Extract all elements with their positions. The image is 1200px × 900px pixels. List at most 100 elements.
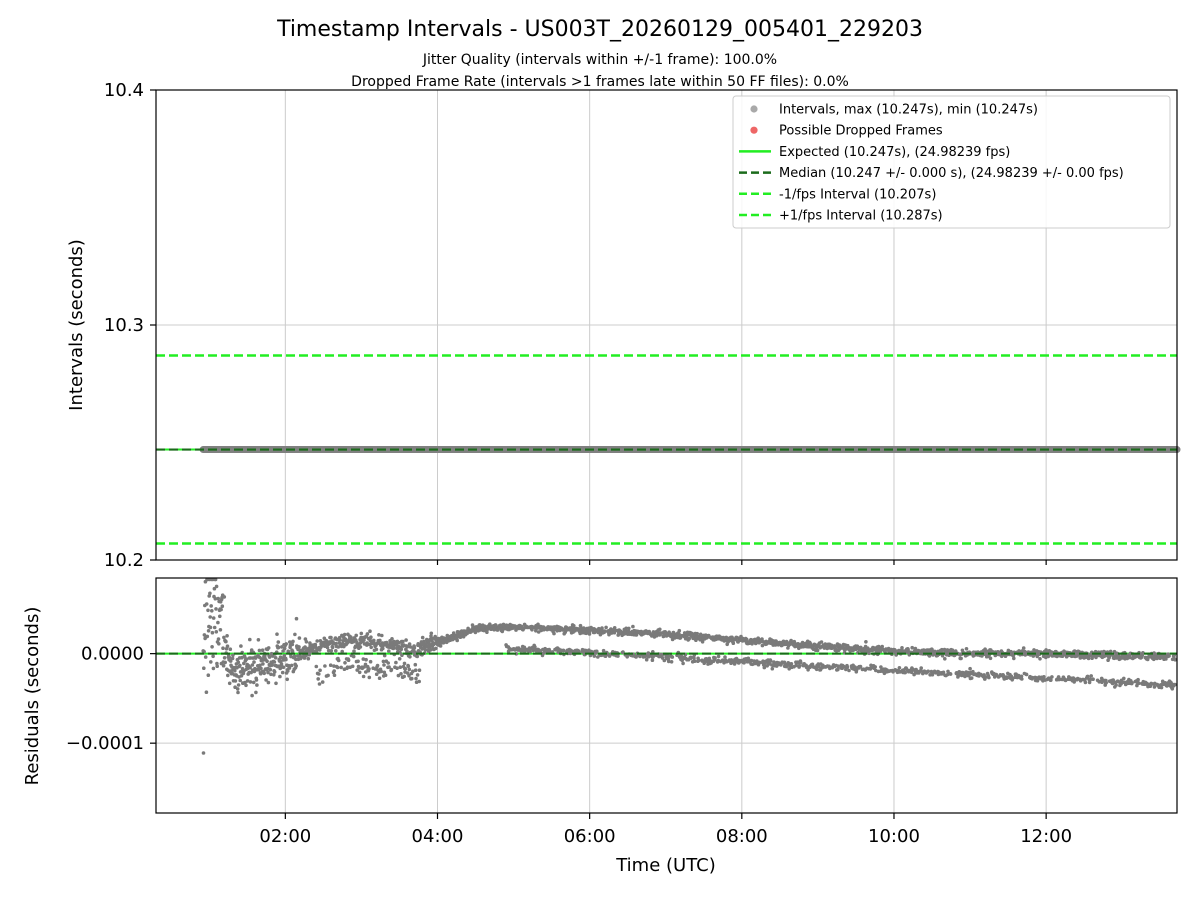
residual-point-1841 <box>789 662 794 666</box>
residual-point-2656 <box>1050 675 1054 679</box>
residual-point-1987 <box>836 664 840 668</box>
residual-point-121 <box>240 655 244 660</box>
residual-point-159 <box>252 660 256 664</box>
residual-point-329 <box>306 656 311 661</box>
residual-point-2941 <box>1141 651 1145 655</box>
residual-point-2907 <box>1130 681 1134 685</box>
residual-point-2826 <box>1104 680 1108 685</box>
residual-point-519 <box>367 667 371 671</box>
residual-point-1866 <box>797 663 802 668</box>
residual-point-364 <box>317 682 322 686</box>
residual-point-27 <box>210 609 214 613</box>
top-y-ticks: 10.2 10.3 10.4 <box>104 80 156 571</box>
residual-point-1663 <box>732 662 737 666</box>
residual-point-1489 <box>677 632 681 636</box>
residual-point-147 <box>248 665 252 670</box>
residual-point-231 <box>275 632 279 636</box>
residual-point-472 <box>352 649 356 653</box>
residual-point-1733 <box>755 659 759 663</box>
residual-point-85 <box>228 647 233 651</box>
residuals-y-ticks: 0.0000 −0.0001 <box>66 644 156 754</box>
residual-point-616 <box>398 650 402 655</box>
residual-point-167 <box>254 678 259 682</box>
residual-point-2376 <box>960 648 965 653</box>
residual-point-2464 <box>988 656 993 661</box>
residual-point-64 <box>221 663 226 668</box>
residual-point-46 <box>216 620 220 625</box>
residual-point-546 <box>375 663 380 668</box>
residual-point-888 <box>485 630 489 634</box>
residual-point-1749 <box>760 637 764 641</box>
residual-point-543 <box>374 672 379 676</box>
residual-point-19 <box>207 594 211 598</box>
residual-point-485 <box>356 659 360 664</box>
residual-point-619 <box>399 672 403 676</box>
residual-point-2339 <box>948 672 953 676</box>
residual-point-696 <box>423 648 428 652</box>
residual-point-1856 <box>794 663 798 668</box>
residual-point-2125 <box>880 644 884 649</box>
residual-point-17 <box>206 629 211 633</box>
residual-point-227 <box>273 656 278 660</box>
top-y-tick-label-0: 10.2 <box>104 550 144 571</box>
residual-point-277 <box>289 663 294 668</box>
subtitle-dropped-frame-rate: Dropped Frame Rate (intervals >1 frames … <box>351 74 849 90</box>
residual-point-2999 <box>1159 685 1164 690</box>
residuals-panel: 0.0000 −0.0001 02:00 04:00 06:00 08:00 10:00 1… <box>22 577 1178 876</box>
residual-point-1288 <box>612 626 617 630</box>
residual-point-1563 <box>700 640 705 644</box>
residual-point-1406 <box>650 658 655 662</box>
residual-point-581 <box>387 649 391 653</box>
legend-marker-0 <box>750 105 758 113</box>
residual-point-3033 <box>1170 687 1175 691</box>
residual-point-1128 <box>561 648 566 653</box>
residual-point-71 <box>224 639 228 644</box>
residual-point-42 <box>214 584 219 589</box>
residual-point-1742 <box>758 660 762 665</box>
residual-point-2372 <box>959 656 963 661</box>
residual-point-15 <box>206 608 210 613</box>
subtitle-jitter-quality: Jitter Quality (intervals within +/-1 fr… <box>422 52 777 68</box>
residual-point-2561 <box>1019 674 1024 679</box>
residual-point-1466 <box>669 660 674 664</box>
residual-point-1538 <box>692 659 697 663</box>
residual-point-1756 <box>762 665 767 670</box>
residual-point-3016 <box>1165 684 1169 688</box>
residual-point-1175 <box>576 649 581 653</box>
residual-point-542 <box>374 647 379 652</box>
residual-point-221 <box>272 673 276 677</box>
residual-point-111 <box>236 683 241 687</box>
residual-point-644 <box>407 673 411 678</box>
residual-point-1224 <box>592 654 597 658</box>
residual-point-82 <box>227 655 232 660</box>
residual-point-490 <box>357 670 362 675</box>
legend-label-2: Expected (10.247s), (24.98239 fps) <box>779 145 1010 160</box>
residual-point-250 <box>281 649 285 653</box>
residual-point-2977 <box>1152 685 1157 689</box>
residual-point-2779 <box>1089 674 1093 678</box>
residual-point-301 <box>297 636 302 640</box>
residual-point-642 <box>406 664 411 668</box>
residual-point-1750 <box>760 643 765 648</box>
residual-point-1388 <box>644 657 649 662</box>
residual-point-1947 <box>823 642 828 646</box>
residual-point-525 <box>369 635 373 639</box>
residual-point-38 <box>213 596 218 601</box>
legend-label-3: Median (10.247 +/- 0.000 s), (24.98239 +… <box>779 166 1124 181</box>
residual-point-438 <box>341 639 345 643</box>
residual-point-235 <box>276 640 281 644</box>
residual-point-116 <box>238 678 242 683</box>
residual-point-656 <box>411 669 415 674</box>
residual-point-567 <box>382 670 387 675</box>
residual-point-1023 <box>528 650 532 654</box>
residual-point-120 <box>239 674 244 678</box>
residual-point-503 <box>362 638 366 642</box>
residual-point-1726 <box>752 661 757 666</box>
residual-point-191 <box>262 671 267 676</box>
residual-point-428 <box>338 637 342 642</box>
residual-point-16 <box>206 673 211 677</box>
residual-point-62 <box>221 646 225 650</box>
residual-point-1029 <box>530 627 534 632</box>
residual-point-173 <box>256 638 261 642</box>
top-y-tick-label-2: 10.4 <box>104 80 144 101</box>
